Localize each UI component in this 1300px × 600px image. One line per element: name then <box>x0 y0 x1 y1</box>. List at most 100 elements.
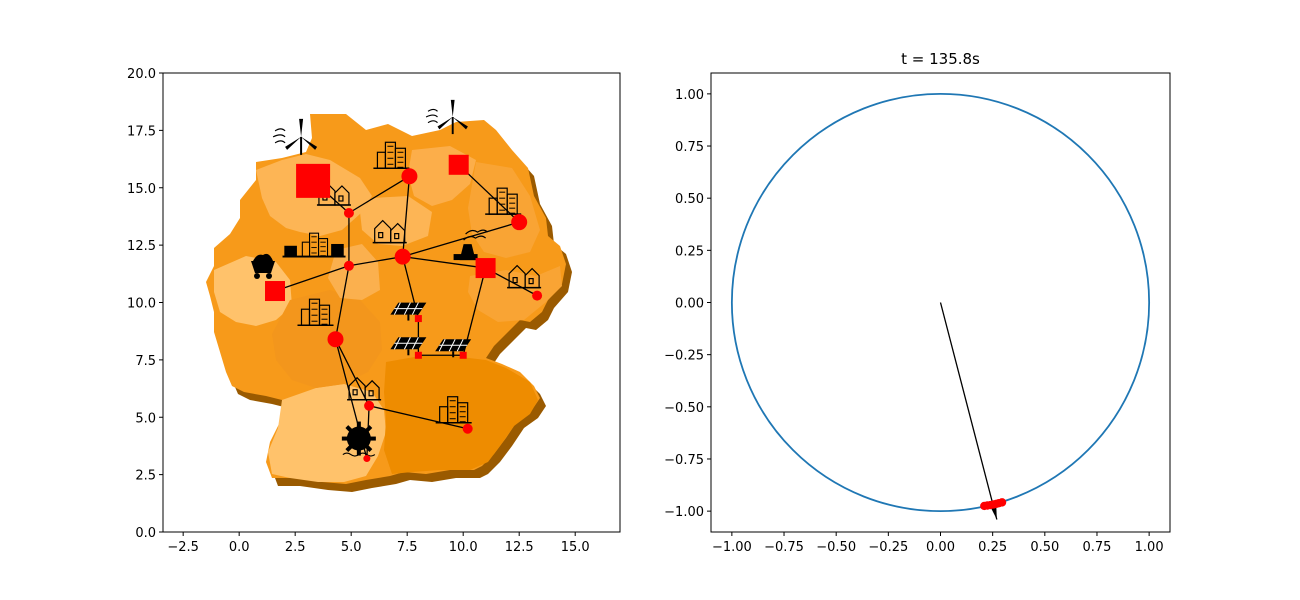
city-icon <box>373 141 410 170</box>
y-tick-label: 20.0 <box>127 67 156 82</box>
network-node-circle <box>394 248 411 265</box>
x-tick-label: 10.0 <box>449 540 478 555</box>
network-edges <box>274 164 538 459</box>
wind-turbine-icon <box>272 118 318 155</box>
network-edge <box>348 175 410 214</box>
x-tick-label: −2.5 <box>167 540 199 555</box>
x-tick-label: 0.0 <box>229 540 250 555</box>
map-region-saxony <box>468 266 562 322</box>
network-node-square <box>414 315 422 323</box>
phase-point <box>997 498 1007 507</box>
network-nodes <box>265 154 543 463</box>
town-icon <box>347 376 382 401</box>
network-edge <box>368 405 468 430</box>
right-axes: t = 135.8s −1.00 −0.75 −0.50 −0.25 0.00 0.25 0… <box>664 50 1171 555</box>
network-node-square <box>296 163 331 198</box>
map-region-central <box>360 196 432 246</box>
network-node-square <box>459 351 467 359</box>
x-tick-label: 5.0 <box>341 540 362 555</box>
network-node-circle <box>364 400 375 411</box>
network-edge <box>402 255 486 269</box>
y-tick-label: 0.00 <box>675 297 704 312</box>
y-tick-label: 0.75 <box>675 140 704 155</box>
city-icon <box>297 298 334 326</box>
network-node-square <box>414 351 422 359</box>
germany-map <box>206 114 572 492</box>
solar-panel-icon <box>435 339 472 358</box>
x-tick-label: −0.25 <box>868 540 908 555</box>
wind-turbine-icon <box>425 99 468 135</box>
map-region-south-west <box>268 384 386 482</box>
x-tick-label: 15.0 <box>561 540 590 555</box>
network-node-square <box>265 281 286 302</box>
city-icon <box>435 396 472 424</box>
right-axes-title: t = 135.8s <box>901 50 980 68</box>
map-region-south-east <box>384 356 538 474</box>
network-edge <box>458 164 520 223</box>
solar-panel-icon <box>390 337 427 356</box>
network-edge <box>274 265 350 292</box>
y-tick-label: 10.0 <box>127 297 156 312</box>
city-icon <box>485 187 522 215</box>
network-node-circle <box>511 214 528 231</box>
x-tick-label: 2.5 <box>285 540 306 555</box>
x-tick-label: 1.00 <box>1135 540 1164 555</box>
network-node-circle <box>401 168 418 185</box>
y-tick-label: 1.00 <box>675 88 704 103</box>
x-tick-label: −0.50 <box>816 540 856 555</box>
x-tick-label: 7.5 <box>397 540 418 555</box>
left-y-ticks: 0.0 2.5 5.0 7.5 10.0 12.5 15.0 17.5 20.0 <box>127 67 163 541</box>
industry-city-icon <box>282 232 346 258</box>
network-edge <box>334 338 370 407</box>
network-node-circle <box>462 423 473 434</box>
water-mill-icon <box>341 421 376 457</box>
network-edge <box>348 255 403 267</box>
right-x-ticks: −1.00 −0.75 −0.50 −0.25 0.00 0.25 0.50 0.75 1.00 <box>712 532 1164 555</box>
right-plot-area <box>730 92 1151 520</box>
network-node-square <box>475 258 496 279</box>
x-tick-label: −1.00 <box>712 540 752 555</box>
left-x-ticks: −2.5 0.0 2.5 5.0 7.5 10.0 12.5 15.0 <box>167 532 590 555</box>
map-region-middle-west <box>272 290 382 388</box>
network-node-circle <box>532 290 543 301</box>
x-tick-label: 12.5 <box>505 540 534 555</box>
x-tick-label: 0.50 <box>1030 540 1059 555</box>
coal-cart-icon <box>251 253 276 280</box>
y-tick-label: 0.50 <box>675 192 704 207</box>
y-tick-label: 15.0 <box>127 182 156 197</box>
y-tick-label: 12.5 <box>127 239 156 254</box>
town-icon <box>372 219 407 244</box>
y-tick-label: 2.5 <box>135 469 156 484</box>
phase-arrow <box>939 302 998 520</box>
map-region-west <box>214 256 292 326</box>
right-y-ticks: −1.00 −0.75 −0.50 −0.25 0.00 0.25 0.50 0.75 1.00 <box>664 88 711 520</box>
y-tick-label: −0.25 <box>664 349 704 364</box>
x-tick-label: 0.00 <box>926 540 955 555</box>
y-tick-label: −1.00 <box>664 505 704 520</box>
town-icon <box>507 264 542 289</box>
y-tick-label: 7.5 <box>135 354 156 369</box>
unit-circle <box>730 92 1151 513</box>
network-node-circle <box>343 207 354 218</box>
network-node-circle <box>363 455 371 463</box>
x-tick-label: 0.75 <box>1083 540 1112 555</box>
y-tick-label: −0.50 <box>664 401 704 416</box>
map-region-hesse <box>328 244 380 300</box>
y-tick-label: 0.0 <box>135 526 156 541</box>
coal-plant-icon <box>453 229 489 261</box>
x-tick-label: 0.25 <box>978 540 1007 555</box>
network-icons <box>251 99 542 457</box>
y-tick-label: 5.0 <box>135 411 156 426</box>
network-edge <box>334 265 350 340</box>
y-tick-label: 17.5 <box>127 124 156 139</box>
network-edge <box>402 221 520 258</box>
network-node-circle <box>327 331 344 348</box>
y-tick-label: 0.25 <box>675 244 704 259</box>
y-tick-label: −0.75 <box>664 453 704 468</box>
left-axes: −2.5 0.0 2.5 5.0 7.5 10.0 12.5 15.0 0.0 2.5 5.0 7.… <box>127 67 621 555</box>
network-node-circle <box>343 260 354 271</box>
solar-panel-icon <box>390 302 427 321</box>
network-node-square <box>448 154 469 175</box>
x-tick-label: −0.75 <box>764 540 804 555</box>
